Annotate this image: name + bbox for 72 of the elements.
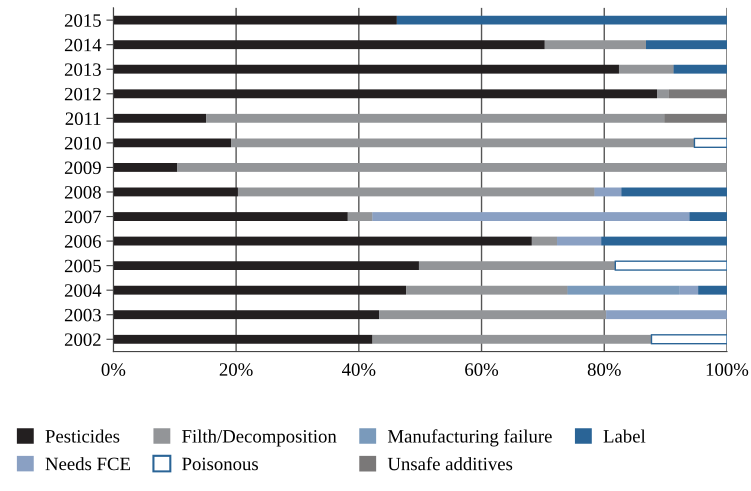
y-tick-label: 2003: [64, 308, 101, 322]
legend-label: Poisonous: [182, 458, 258, 470]
bar: [557, 236, 602, 246]
bar: [113, 310, 380, 320]
bar: [113, 334, 372, 344]
bar: [418, 261, 616, 270]
bar: [396, 16, 727, 25]
bar: [177, 163, 727, 172]
bar: [113, 16, 397, 25]
bar: [231, 138, 694, 148]
y-tick-label: 2005: [64, 260, 101, 272]
bar: [646, 40, 727, 50]
bar: [113, 236, 532, 246]
y-tick-label: 2007: [64, 210, 102, 224]
bar: [690, 212, 727, 221]
x-tick-label: 100%: [706, 363, 748, 376]
y-tick-label: 2002: [64, 333, 101, 346]
bar: [206, 114, 664, 123]
bar: [113, 286, 406, 295]
bar: [594, 188, 622, 196]
y-tick-label: 2008: [64, 186, 101, 199]
bar: [532, 236, 558, 246]
bar: [113, 40, 545, 50]
bar: [113, 188, 238, 196]
legend-label: Label: [604, 429, 646, 443]
legend-label: Pesticides: [46, 429, 120, 443]
y-tick-label: 2010: [64, 136, 101, 150]
bar: [657, 89, 669, 98]
y-tick-label: 2011: [66, 112, 100, 126]
bar: [544, 40, 646, 50]
bar: [618, 64, 674, 74]
bar: [680, 286, 698, 295]
legend-label: Unsafe additives: [388, 456, 512, 470]
bar: [113, 163, 178, 172]
legend-label: Needs FCE: [46, 457, 130, 470]
bar: [668, 89, 727, 98]
bar: [674, 64, 727, 74]
x-tick-label: 80%: [588, 363, 621, 376]
y-tick-label: 2009: [64, 161, 101, 174]
bar: [113, 138, 232, 148]
bar: [664, 114, 727, 123]
bar: [650, 334, 727, 344]
y-tick-label: 2015: [64, 14, 101, 27]
bar: [113, 212, 348, 221]
y-tick-label: 2013: [64, 63, 101, 76]
bar: [113, 114, 206, 123]
bar: [614, 260, 727, 271]
x-tick-label: 60%: [465, 363, 498, 376]
bar: [372, 212, 690, 221]
bar: [601, 236, 727, 246]
bar: [606, 310, 727, 320]
bar: [113, 64, 619, 74]
bar: [348, 212, 372, 221]
bar: [113, 89, 658, 98]
legend-label: Filth/Decomposition: [182, 429, 336, 446]
bar: [113, 261, 419, 270]
y-tick-label: 2012: [64, 88, 101, 100]
x-tick-label: 40%: [342, 363, 376, 376]
bar: [372, 334, 652, 344]
bar: [567, 286, 680, 295]
y-tick-label: 2004: [64, 284, 102, 297]
y-tick-label: 2006: [64, 235, 102, 248]
bar: [694, 138, 727, 148]
bar: [698, 286, 727, 295]
x-tick-label: 0%: [102, 363, 126, 376]
bar: [621, 188, 727, 196]
bar: [379, 310, 606, 320]
x-tick-label: 20%: [220, 363, 253, 376]
bar: [238, 188, 594, 196]
legend-label: Manufacturing failure: [388, 429, 552, 447]
bar: [406, 286, 568, 295]
y-tick-label: 2014: [64, 38, 102, 52]
